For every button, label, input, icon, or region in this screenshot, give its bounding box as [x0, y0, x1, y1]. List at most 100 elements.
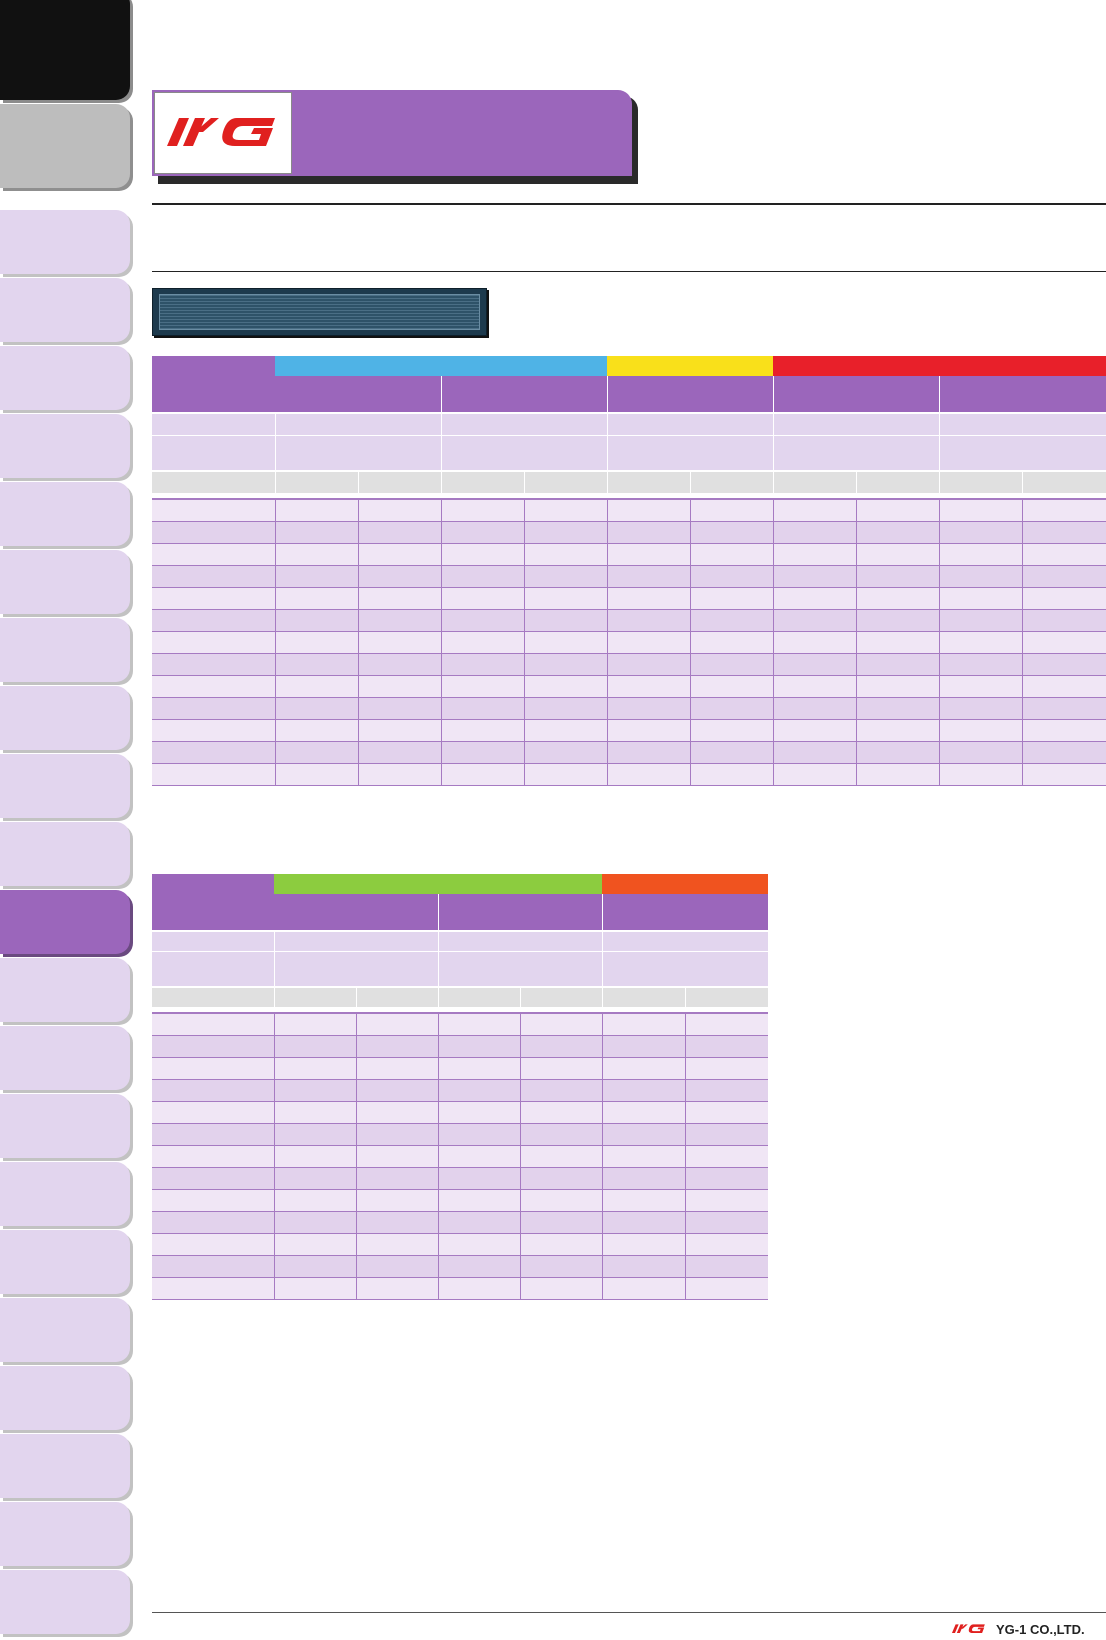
side-tab-3[interactable] — [0, 210, 130, 274]
table1-cell — [607, 499, 691, 522]
table1-label-cell — [275, 412, 442, 435]
table2-cell — [602, 1079, 686, 1102]
table2-cell — [685, 1101, 768, 1124]
table2-subheader-cell — [520, 986, 603, 1007]
table2-row — [152, 1189, 768, 1212]
side-tab-15[interactable] — [0, 1026, 130, 1090]
table1-cell — [1022, 675, 1106, 698]
side-tab-14[interactable] — [0, 958, 130, 1022]
table1-material-header — [441, 376, 608, 413]
table1-cell — [358, 763, 442, 786]
table1-label-cell — [773, 434, 940, 471]
table1-cell — [524, 741, 608, 764]
table1-cell — [358, 631, 442, 654]
table2-material-header — [438, 894, 603, 931]
table2-cell — [438, 1255, 521, 1278]
table1-cell — [607, 587, 691, 610]
table2-cell — [438, 1035, 521, 1058]
side-tab-20[interactable] — [0, 1366, 130, 1430]
side-tab-6[interactable] — [0, 414, 130, 478]
table1-cell — [856, 565, 940, 588]
side-tab-11[interactable] — [0, 754, 130, 818]
table2-cell — [438, 1079, 521, 1102]
table1-cell — [856, 653, 940, 676]
table1-row — [152, 697, 1106, 720]
side-tab-2[interactable] — [0, 104, 130, 188]
table1-cell — [275, 719, 359, 742]
table2-cell — [685, 1035, 768, 1058]
table1-cell — [524, 609, 608, 632]
side-tab-16[interactable] — [0, 1094, 130, 1158]
table1-cell — [607, 697, 691, 720]
side-tab-17[interactable] — [0, 1162, 130, 1226]
table1-row — [152, 631, 1106, 654]
table1-cell — [1022, 543, 1106, 566]
side-tab-12[interactable] — [0, 822, 130, 886]
table1-cell — [441, 675, 525, 698]
table1-row — [152, 587, 1106, 610]
table2-cell — [602, 1233, 686, 1256]
table1-cell — [939, 697, 1023, 720]
brand-logo — [154, 92, 292, 174]
table2-row — [152, 1079, 768, 1102]
table1-cell — [773, 565, 857, 588]
table1-cell — [856, 631, 940, 654]
side-tab-column — [0, 0, 132, 1640]
table2-cell — [438, 1123, 521, 1146]
table1-cell — [856, 697, 940, 720]
table1-row-label — [152, 565, 276, 588]
side-tab-18[interactable] — [0, 1230, 130, 1294]
side-tab-23[interactable] — [0, 1570, 130, 1634]
table1-cell — [275, 565, 359, 588]
table2-cell — [356, 1167, 439, 1190]
table2-cell — [438, 1013, 521, 1036]
table2-cell — [685, 1277, 768, 1300]
side-tab-13-active[interactable] — [0, 890, 130, 954]
table2-row-label — [152, 1211, 275, 1234]
side-tab-10[interactable] — [0, 686, 130, 750]
side-tab-4[interactable] — [0, 278, 130, 342]
table1-row — [152, 565, 1106, 588]
table1-cell — [690, 719, 774, 742]
table1-body — [152, 499, 1106, 786]
yg-logo-icon — [167, 118, 275, 146]
side-tab-5[interactable] — [0, 346, 130, 410]
side-tab-8[interactable] — [0, 550, 130, 614]
table2-row — [152, 1013, 768, 1036]
table2-cell — [438, 1189, 521, 1212]
table1-cell — [939, 741, 1023, 764]
table1-cell — [1022, 499, 1106, 522]
side-tab-22[interactable] — [0, 1502, 130, 1566]
footer-company-name: YG-1 CO.,LTD. — [996, 1622, 1085, 1637]
table2-row — [152, 1211, 768, 1234]
table1-cell — [1022, 763, 1106, 786]
side-tab-21[interactable] — [0, 1434, 130, 1498]
table2-cell — [685, 1233, 768, 1256]
table1-material-header — [773, 376, 940, 413]
table2-corner-header — [152, 874, 274, 931]
table2-cell — [274, 1035, 357, 1058]
table2-row-label — [152, 1145, 275, 1168]
table1-cell — [524, 499, 608, 522]
table1-cell — [773, 499, 857, 522]
table1-cell — [1022, 521, 1106, 544]
table1-label-cell — [607, 412, 774, 435]
table1-cell — [1022, 741, 1106, 764]
table2-cell — [602, 1277, 686, 1300]
table2-row — [152, 1145, 768, 1168]
side-tab-1[interactable] — [0, 0, 130, 100]
side-tab-7[interactable] — [0, 482, 130, 546]
table1-cell — [358, 587, 442, 610]
table1-cell — [939, 675, 1023, 698]
table1-cell — [939, 653, 1023, 676]
table1-cell — [275, 763, 359, 786]
table1-row-label — [152, 609, 276, 632]
table1-label-cell — [441, 434, 608, 471]
table1-cell — [441, 631, 525, 654]
table1-cell — [607, 653, 691, 676]
side-tab-19[interactable] — [0, 1298, 130, 1362]
table1-cell — [690, 521, 774, 544]
table1-cell — [607, 719, 691, 742]
side-tab-9[interactable] — [0, 618, 130, 682]
table1-cell — [275, 697, 359, 720]
